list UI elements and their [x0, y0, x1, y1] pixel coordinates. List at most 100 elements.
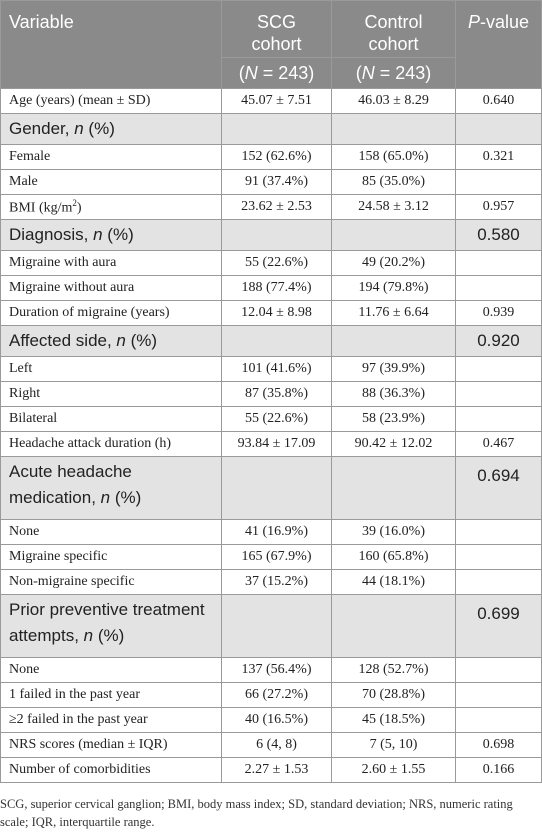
- section-label-suffix: (%): [125, 331, 158, 350]
- control-value: 49 (20.2%): [331, 250, 456, 276]
- section-empty-cell: [221, 325, 332, 357]
- section-header-row: Acute headache medication, n (%) 0.694: [0, 456, 542, 520]
- row-label: Bilateral: [0, 406, 222, 432]
- header-scg-n: (N = 243): [221, 57, 332, 89]
- p-value: [455, 406, 542, 432]
- row-label-superscript: 2: [72, 197, 77, 208]
- control-value: 11.76 ± 6.64: [331, 300, 456, 326]
- header-control-n: (N = 243): [331, 57, 456, 89]
- p-value: 0.939: [455, 300, 542, 326]
- row-label: Age (years) (mean ± SD): [0, 88, 222, 114]
- section-empty-cell: [221, 219, 332, 251]
- control-value: 2.60 ± 1.55: [331, 757, 456, 783]
- row-label: None: [0, 519, 222, 545]
- scg-value: 37 (15.2%): [221, 569, 332, 595]
- control-value: 85 (35.0%): [331, 169, 456, 195]
- table-row: Non-migraine specific 37 (15.2%) 44 (18.1%…: [0, 569, 542, 595]
- row-label: Migraine with aura: [0, 250, 222, 276]
- section-empty-cell: [331, 219, 456, 251]
- header-control-n-value: = 243): [374, 63, 432, 83]
- table-row: ≥2 failed in the past year 40 (16.5%) 45 (…: [0, 707, 542, 733]
- section-empty-cell: [331, 456, 456, 520]
- section-empty-cell: [331, 325, 456, 357]
- scg-value: 40 (16.5%): [221, 707, 332, 733]
- header-p-rest: -value: [479, 12, 530, 32]
- row-label: Duration of migraine (years): [0, 300, 222, 326]
- header-control-line2: cohort: [368, 34, 419, 54]
- p-value: [455, 356, 542, 382]
- scg-value: 87 (35.8%): [221, 381, 332, 407]
- header-scg-line2: cohort: [251, 34, 302, 54]
- section-label-text: Diagnosis,: [9, 225, 94, 244]
- p-value: 0.957: [455, 194, 542, 220]
- control-value: 39 (16.0%): [331, 519, 456, 545]
- control-value: 194 (79.8%): [331, 275, 456, 301]
- table-row: Migraine without aura 188 (77.4%) 194 (79.…: [0, 275, 542, 301]
- table-row: BMI (kg/m2) 23.62 ± 2.53 24.58 ± 3.12 0.957: [0, 194, 542, 220]
- section-label-italic: n: [100, 488, 111, 507]
- p-value: [455, 569, 542, 595]
- table-body: Age (years) (mean ± SD) 45.07 ± 7.51 46.03…: [0, 88, 542, 783]
- table-row: Headache attack duration (h) 93.84 ± 17.0…: [0, 431, 542, 457]
- section-empty-cell: [331, 113, 456, 145]
- row-label: Left: [0, 356, 222, 382]
- section-label-text: Affected side,: [9, 331, 117, 350]
- table-row: Right 87 (35.8%) 88 (36.3%): [0, 381, 542, 407]
- section-label-suffix: (%): [110, 488, 142, 507]
- table-row: 1 failed in the past year 66 (27.2%) 70 (2…: [0, 682, 542, 708]
- table-row: Migraine specific 165 (67.9%) 160 (65.8%): [0, 544, 542, 570]
- row-label-text: BMI (kg/m: [9, 200, 73, 216]
- scg-value: 165 (67.9%): [221, 544, 332, 570]
- header-p-value: P-value: [455, 0, 542, 89]
- p-value: [455, 707, 542, 733]
- table-row: Female 152 (62.6%) 158 (65.0%) 0.321: [0, 144, 542, 170]
- table-row: Duration of migraine (years) 12.04 ± 8.98…: [0, 300, 542, 326]
- section-label: Gender, n (%): [0, 113, 222, 145]
- p-value: [455, 169, 542, 195]
- control-value: 24.58 ± 3.12: [331, 194, 456, 220]
- control-value: 46.03 ± 8.29: [331, 88, 456, 114]
- row-label: None: [0, 657, 222, 683]
- scg-value: 91 (37.4%): [221, 169, 332, 195]
- row-label: Non-migraine specific: [0, 569, 222, 595]
- row-label-suffix: ): [76, 200, 82, 216]
- row-label: ≥2 failed in the past year: [0, 707, 222, 733]
- row-label: Migraine without aura: [0, 275, 222, 301]
- header-n-prefix: (: [238, 63, 245, 83]
- control-value: 158 (65.0%): [331, 144, 456, 170]
- section-label-italic: n: [116, 331, 126, 350]
- row-label: BMI (kg/m2): [0, 194, 222, 220]
- header-control-line1: Control: [364, 12, 423, 32]
- table-row: NRS scores (median ± IQR) 6 (4, 8) 7 (5, 1…: [0, 732, 542, 758]
- section-p-value: [455, 113, 542, 145]
- header-variable: Variable: [0, 0, 222, 89]
- scg-value: 137 (56.4%): [221, 657, 332, 683]
- section-header-row: Affected side, n (%) 0.920: [0, 325, 542, 357]
- table-row: Migraine with aura 55 (22.6%) 49 (20.2%): [0, 250, 542, 276]
- section-label: Diagnosis, n (%): [0, 219, 222, 251]
- section-header-row: Diagnosis, n (%) 0.580: [0, 219, 542, 251]
- header-scg-line1: SCG: [256, 12, 296, 32]
- scg-value: 55 (22.6%): [221, 250, 332, 276]
- control-value: 128 (52.7%): [331, 657, 456, 683]
- p-value: 0.467: [455, 431, 542, 457]
- p-value: 0.321: [455, 144, 542, 170]
- header-n-prefix: (: [355, 63, 362, 83]
- section-label: Acute headache medication, n (%): [0, 456, 222, 520]
- scg-value: 101 (41.6%): [221, 356, 332, 382]
- table-row: Bilateral 55 (22.6%) 58 (23.9%): [0, 406, 542, 432]
- p-value: [455, 682, 542, 708]
- baseline-characteristics-table: Variable SCG cohort Control cohort P-val…: [0, 0, 542, 783]
- scg-value: 41 (16.9%): [221, 519, 332, 545]
- table-row: Left 101 (41.6%) 97 (39.9%): [0, 356, 542, 382]
- section-empty-cell: [221, 594, 332, 658]
- scg-value: 188 (77.4%): [221, 275, 332, 301]
- control-value: 7 (5, 10): [331, 732, 456, 758]
- row-label: Female: [0, 144, 222, 170]
- scg-value: 66 (27.2%): [221, 682, 332, 708]
- table-header: Variable SCG cohort Control cohort P-val…: [0, 0, 542, 89]
- row-label: Migraine specific: [0, 544, 222, 570]
- section-p-value: 0.694: [455, 456, 542, 520]
- p-value: [455, 381, 542, 407]
- section-label-text: attempts,: [9, 626, 84, 645]
